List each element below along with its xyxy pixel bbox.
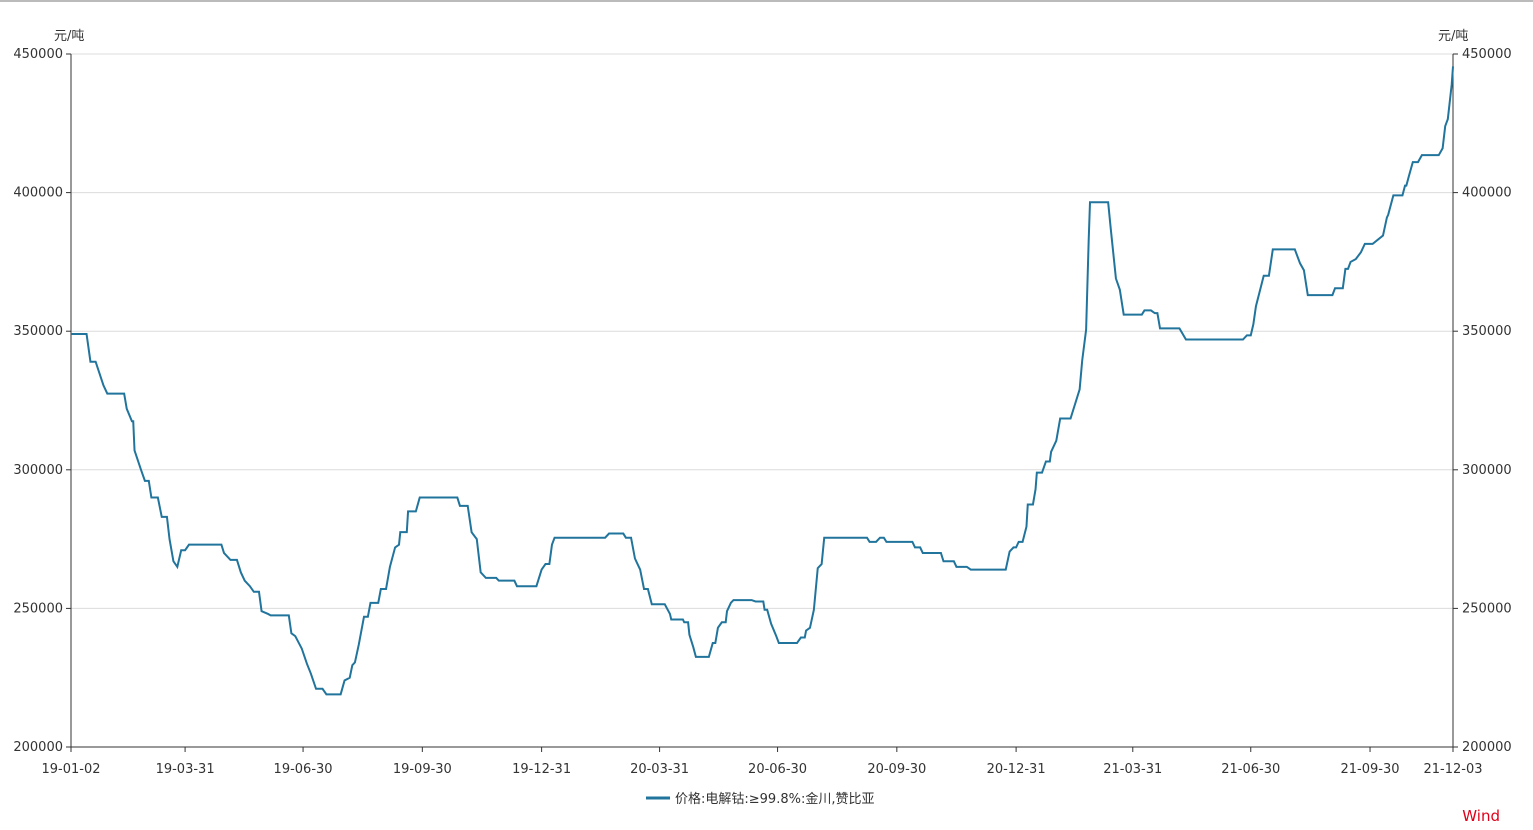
- y2-tick-label: 250000: [1462, 601, 1512, 616]
- series-line: [71, 66, 1454, 696]
- x-tick-label: 20-09-30: [867, 762, 926, 777]
- y-tick-label: 300000: [13, 463, 63, 478]
- x-tick-label: 20-06-30: [748, 762, 807, 777]
- y-tick-label: 250000: [13, 601, 63, 616]
- x-tick-label: 21-03-31: [1103, 762, 1162, 777]
- y-axis-label: 元/吨: [54, 29, 84, 44]
- x-tick-label: 21-09-30: [1341, 762, 1400, 777]
- y2-tick-label: 200000: [1462, 740, 1512, 755]
- x-tick-label: 21-06-30: [1221, 762, 1280, 777]
- x-tick-label: 20-03-31: [630, 762, 689, 777]
- legend-label: 价格:电解钴:≥99.8%:金川,赞比亚: [675, 791, 874, 807]
- x-tick-label: 19-12-31: [512, 762, 571, 777]
- x-tick-label: 19-09-30: [393, 762, 452, 777]
- source: Wind: [1462, 807, 1500, 825]
- y-tick-label: 400000: [13, 186, 63, 201]
- y-tick-label: 450000: [13, 47, 63, 62]
- x-tick-label: 19-03-31: [156, 762, 215, 777]
- x-tick-label: 19-06-30: [274, 762, 333, 777]
- x-tick-label: 21-12-03: [1423, 762, 1482, 777]
- y-tick-label: 200000: [13, 740, 63, 755]
- x-tick-label: 20-12-31: [987, 762, 1046, 777]
- y2-axis-label: 元/吨: [1438, 29, 1468, 44]
- y-tick-label: 350000: [13, 324, 63, 339]
- y2-tick-label: 350000: [1462, 324, 1512, 339]
- y2-tick-label: 450000: [1462, 47, 1512, 62]
- y2-tick-label: 300000: [1462, 463, 1512, 478]
- x-tick-label: 19-01-02: [41, 762, 100, 777]
- y2-tick-label: 400000: [1462, 186, 1512, 201]
